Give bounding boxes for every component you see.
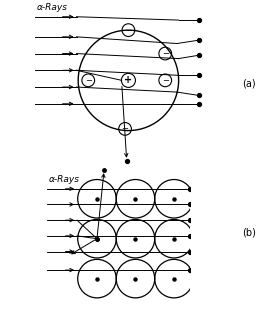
Text: −: − [162,49,169,58]
Text: −: − [85,76,92,85]
Text: +: + [124,75,132,85]
Text: α-Rays: α-Rays [48,175,79,184]
Text: −: − [122,124,129,133]
Text: α-Rays: α-Rays [36,3,67,12]
Text: −: − [125,26,132,35]
Text: (a): (a) [242,79,256,89]
Text: −: − [162,76,169,85]
Text: (b): (b) [242,228,256,237]
